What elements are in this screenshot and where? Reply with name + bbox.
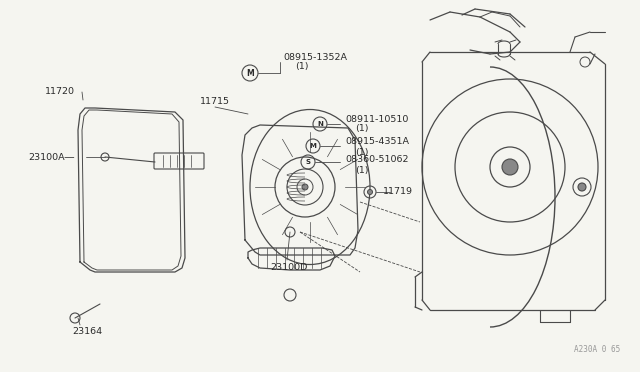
Text: (1): (1) <box>355 125 369 134</box>
Text: M: M <box>310 143 316 149</box>
FancyBboxPatch shape <box>154 153 204 169</box>
Text: 08360-51062: 08360-51062 <box>345 155 408 164</box>
Text: 23164: 23164 <box>72 327 102 337</box>
Text: (1): (1) <box>355 148 369 157</box>
Text: N: N <box>317 121 323 127</box>
Text: 08911-10510: 08911-10510 <box>345 115 408 124</box>
Text: 23100A―: 23100A― <box>28 153 74 161</box>
Text: M: M <box>246 68 254 77</box>
Text: 11715: 11715 <box>200 97 230 106</box>
Text: S: S <box>305 159 310 165</box>
Circle shape <box>502 159 518 175</box>
Circle shape <box>578 183 586 191</box>
Text: 11720: 11720 <box>45 87 75 96</box>
Text: 08915-4351A: 08915-4351A <box>345 138 409 147</box>
Text: (1): (1) <box>355 166 369 174</box>
Text: 23100D: 23100D <box>270 263 307 272</box>
Circle shape <box>302 184 308 190</box>
Text: A230A 0 65: A230A 0 65 <box>573 345 620 354</box>
Text: 11719: 11719 <box>383 187 413 196</box>
Text: 08915-1352A: 08915-1352A <box>283 52 347 61</box>
Text: (1): (1) <box>295 62 308 71</box>
Circle shape <box>367 189 372 195</box>
